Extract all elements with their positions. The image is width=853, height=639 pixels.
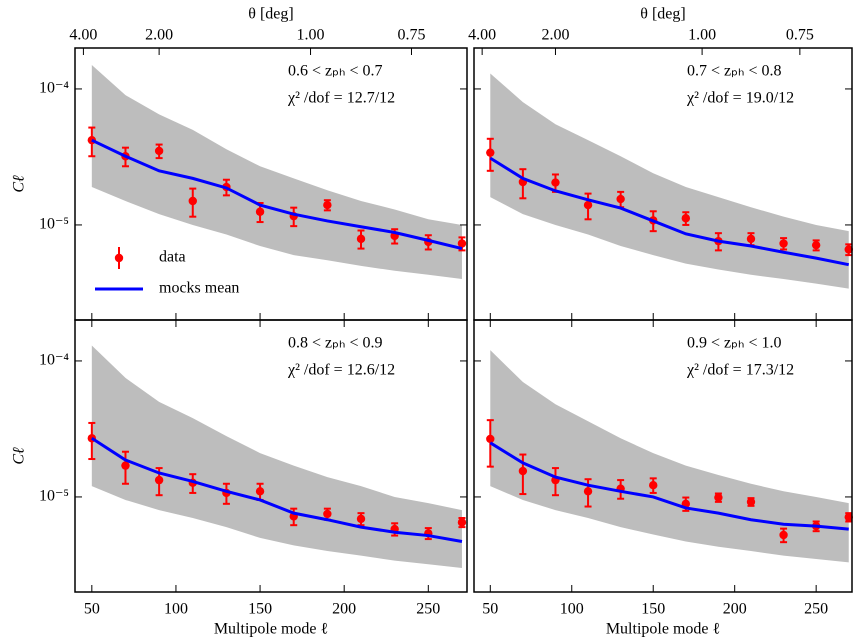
data-point — [188, 196, 197, 206]
mean-line — [91, 138, 463, 251]
data-point — [583, 487, 593, 496]
annotation: χ² /dof = 17.3/12 — [686, 362, 794, 379]
x-tick-label: 50 — [84, 601, 100, 618]
data-point — [779, 530, 788, 540]
x-tick-label: 150 — [248, 601, 272, 618]
data-point — [844, 245, 853, 254]
data-point — [121, 461, 130, 470]
x-axis-label: Multipole mode ℓ — [214, 621, 329, 638]
mean-line — [91, 437, 463, 544]
x2-tick-label: 0.75 — [786, 27, 814, 44]
annotation: 0.6 < zₚₕ < 0.7 — [288, 63, 382, 80]
data-point — [356, 234, 366, 244]
data-point — [457, 239, 467, 248]
annotation: 0.7 < zₚₕ < 0.8 — [687, 63, 781, 80]
annotation: 0.9 < zₚₕ < 1.0 — [687, 335, 781, 352]
x-tick-label: 50 — [482, 601, 498, 618]
data-point — [323, 509, 332, 519]
mocks-band — [490, 73, 849, 289]
data-point — [844, 512, 853, 522]
annotation: χ² /dof = 12.6/12 — [287, 362, 395, 379]
x-tick-label: 250 — [804, 601, 828, 618]
x2-tick-label: 1.00 — [297, 27, 325, 44]
y-axis-label: Cℓ — [11, 175, 28, 193]
y-tick-label: 10⁻⁴ — [39, 352, 69, 369]
data-point — [746, 497, 756, 507]
plot-frame — [473, 319, 853, 593]
x-tick-label: 200 — [332, 601, 356, 618]
x-tick-label: 250 — [416, 601, 440, 618]
plot-frame — [74, 319, 468, 593]
y-axis-label: Cℓ — [11, 447, 28, 465]
mean-line — [489, 441, 849, 531]
data-point — [154, 475, 164, 485]
annotation: 0.8 < zₚₕ < 0.9 — [288, 335, 382, 352]
x-tick-label: 200 — [723, 601, 747, 618]
mean-line — [489, 156, 850, 267]
data-point — [779, 239, 788, 248]
x2-axis-label: θ [deg] — [640, 6, 685, 23]
y-tick-label: 10⁻⁴ — [39, 80, 69, 97]
data-point — [154, 146, 164, 156]
x-tick-label: 100 — [164, 601, 188, 618]
x2-tick-label: 4.00 — [468, 27, 496, 44]
data-point — [457, 518, 467, 527]
x-axis-label: Multipole mode ℓ — [606, 621, 721, 638]
y-tick-label: 10⁻⁵ — [39, 488, 69, 505]
x2-axis-label: θ [deg] — [248, 6, 293, 23]
y-tick-label: 10⁻⁵ — [39, 216, 69, 233]
data-point — [681, 214, 691, 223]
x2-tick-label: 2.00 — [541, 27, 569, 44]
mocks-band — [490, 350, 849, 563]
data-point — [551, 178, 560, 187]
data-point — [583, 200, 593, 210]
x-tick-label: 100 — [560, 601, 584, 618]
data-point — [746, 234, 756, 244]
x2-tick-label: 0.75 — [397, 27, 425, 44]
data-point — [255, 487, 265, 496]
data-point — [486, 434, 495, 444]
data-point — [714, 493, 723, 502]
data-point — [255, 207, 265, 216]
mocks-band — [91, 345, 462, 569]
data-point — [518, 466, 528, 476]
x2-tick-label: 1.00 — [688, 27, 716, 44]
data-point — [323, 200, 332, 210]
x2-tick-label: 4.00 — [69, 27, 97, 44]
legend-label: mocks mean — [159, 280, 239, 297]
data-point — [649, 480, 658, 490]
x-tick-label: 150 — [641, 601, 665, 618]
data-point — [356, 514, 366, 524]
legend-label: data — [159, 249, 186, 266]
data-point — [616, 194, 625, 204]
data-point — [486, 148, 495, 157]
x2-tick-label: 2.00 — [145, 27, 173, 44]
legend-swatch — [114, 253, 124, 263]
annotation: χ² /dof = 12.7/12 — [287, 90, 395, 107]
data-point — [811, 240, 821, 250]
annotation: χ² /dof = 19.0/12 — [686, 90, 794, 107]
mocks-band — [91, 64, 462, 280]
